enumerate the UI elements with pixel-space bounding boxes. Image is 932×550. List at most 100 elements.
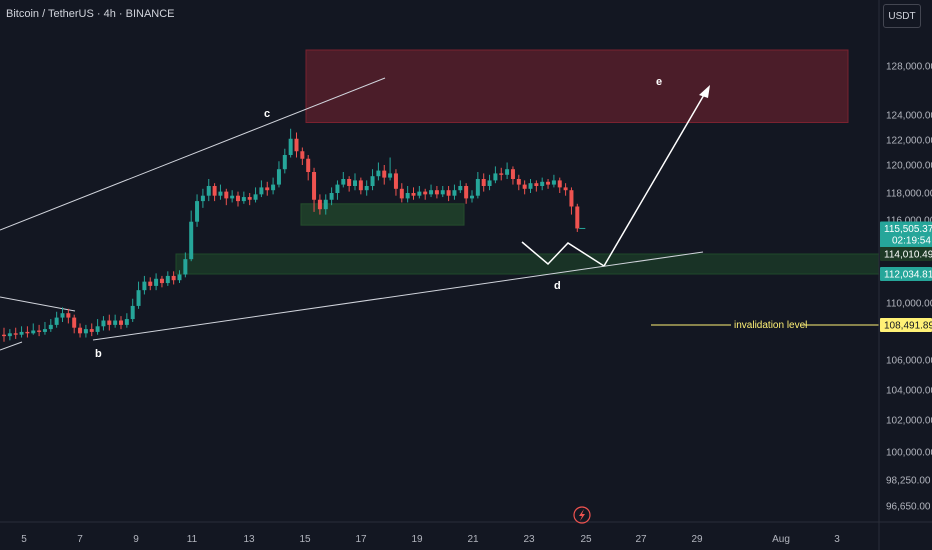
candle-body[interactable] xyxy=(265,187,270,191)
candle-body[interactable] xyxy=(37,330,42,332)
candle-body[interactable] xyxy=(200,195,205,202)
candle-body[interactable] xyxy=(13,333,18,335)
candle-body[interactable] xyxy=(154,278,159,286)
support-zone[interactable] xyxy=(175,253,880,275)
candle-body[interactable] xyxy=(358,180,363,191)
candle-body[interactable] xyxy=(405,193,410,199)
candle-body[interactable] xyxy=(481,179,486,186)
lightning-icon[interactable] xyxy=(573,506,591,524)
candle-body[interactable] xyxy=(42,329,47,332)
candle-body[interactable] xyxy=(557,180,562,188)
candle-body[interactable] xyxy=(165,275,170,284)
candle-body[interactable] xyxy=(148,281,153,286)
candle-body[interactable] xyxy=(475,179,480,196)
candle-body[interactable] xyxy=(353,180,357,186)
candle-body[interactable] xyxy=(329,193,334,200)
candle-body[interactable] xyxy=(429,190,434,195)
candle-body[interactable] xyxy=(446,190,451,196)
candle-body[interactable] xyxy=(540,181,545,186)
candle-body[interactable] xyxy=(48,324,53,330)
upper-channel-line[interactable] xyxy=(0,77,386,231)
candle-body[interactable] xyxy=(370,176,375,186)
candle-body[interactable] xyxy=(72,317,77,328)
candle-body[interactable] xyxy=(25,331,30,334)
candle-body[interactable] xyxy=(66,313,71,318)
candle-body[interactable] xyxy=(288,138,293,155)
candle-body[interactable] xyxy=(54,317,59,325)
candle-body[interactable] xyxy=(113,320,118,325)
candle-body[interactable] xyxy=(411,193,416,196)
candle-body[interactable] xyxy=(31,330,36,334)
candle-body[interactable] xyxy=(516,179,521,185)
candle-body[interactable] xyxy=(142,281,147,291)
candle-body[interactable] xyxy=(470,195,474,199)
resistance-zone[interactable] xyxy=(305,49,849,123)
candle-body[interactable] xyxy=(78,327,83,334)
candle-body[interactable] xyxy=(236,195,240,202)
candle-body[interactable] xyxy=(183,259,188,275)
candle-body[interactable] xyxy=(522,184,527,189)
candle-body[interactable] xyxy=(382,170,387,178)
candle-body[interactable] xyxy=(189,221,194,260)
candle-body[interactable] xyxy=(159,278,164,284)
candle-body[interactable] xyxy=(434,190,439,195)
candle-body[interactable] xyxy=(259,187,264,195)
candle-body[interactable] xyxy=(136,290,141,306)
candle-body[interactable] xyxy=(440,190,445,195)
candle-body[interactable] xyxy=(569,190,574,207)
candle-body[interactable] xyxy=(423,191,428,195)
candle-body[interactable] xyxy=(276,169,281,185)
candle-body[interactable] xyxy=(7,333,12,337)
candle-body[interactable] xyxy=(364,186,369,191)
candle-body[interactable] xyxy=(95,326,100,332)
candle-body[interactable] xyxy=(510,169,515,179)
left-channel-line[interactable] xyxy=(0,296,76,312)
projection-arrow-line[interactable] xyxy=(603,87,709,267)
candle-body[interactable] xyxy=(89,329,94,332)
candle-body[interactable] xyxy=(253,194,258,200)
candle-body[interactable] xyxy=(230,195,235,199)
candle-body[interactable] xyxy=(341,179,346,185)
candle-body[interactable] xyxy=(124,319,129,325)
candle-body[interactable] xyxy=(528,183,533,189)
projection-path[interactable] xyxy=(521,241,605,267)
candle-body[interactable] xyxy=(499,173,504,175)
candle-body[interactable] xyxy=(551,180,556,185)
candle-body[interactable] xyxy=(312,172,317,200)
consolidation-zone[interactable] xyxy=(300,203,465,226)
candle-body[interactable] xyxy=(534,183,539,186)
candle-body[interactable] xyxy=(130,305,135,320)
candle-body[interactable] xyxy=(323,199,328,210)
candle-body[interactable] xyxy=(546,181,551,185)
candle-body[interactable] xyxy=(218,191,223,196)
candle-body[interactable] xyxy=(347,179,352,186)
candle-body[interactable] xyxy=(417,191,422,196)
candle-body[interactable] xyxy=(206,186,211,196)
candle-body[interactable] xyxy=(2,334,6,337)
candle-body[interactable] xyxy=(317,199,322,210)
candle-body[interactable] xyxy=(563,187,568,191)
left-channel-lower-line[interactable] xyxy=(0,341,23,351)
candle-body[interactable] xyxy=(300,151,305,159)
candle-body[interactable] xyxy=(60,313,65,318)
candle-body[interactable] xyxy=(452,190,457,196)
candle-body[interactable] xyxy=(212,186,217,196)
candle-body[interactable] xyxy=(505,169,510,175)
candle-body[interactable] xyxy=(177,274,182,281)
candle-body[interactable] xyxy=(171,275,176,281)
candle-body[interactable] xyxy=(83,329,88,334)
candle-body[interactable] xyxy=(575,206,580,229)
candle-body[interactable] xyxy=(464,186,469,199)
candle-body[interactable] xyxy=(399,188,404,199)
candle-body[interactable] xyxy=(247,197,252,200)
candle-body[interactable] xyxy=(294,138,299,152)
candle-body[interactable] xyxy=(271,184,276,191)
currency-selector[interactable]: USDT xyxy=(883,4,921,28)
candle-body[interactable] xyxy=(388,173,393,178)
candle-body[interactable] xyxy=(487,180,492,186)
candle-body[interactable] xyxy=(19,331,24,335)
candle-body[interactable] xyxy=(282,155,287,170)
candle-body[interactable] xyxy=(241,197,246,202)
candle-body[interactable] xyxy=(376,170,381,177)
